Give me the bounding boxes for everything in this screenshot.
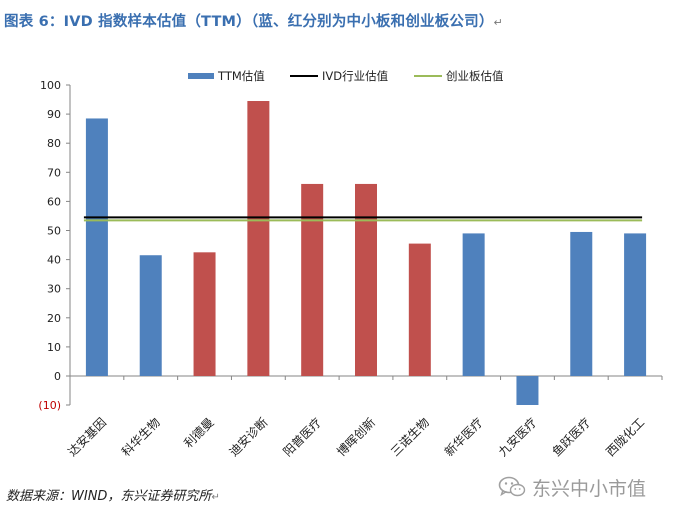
reference-lines xyxy=(83,216,643,222)
x-tick-label: 阳普医疗 xyxy=(280,415,324,459)
y-tick-label: 50 xyxy=(47,225,61,238)
y-tick-label: 100 xyxy=(40,79,61,92)
y-tick-label: 40 xyxy=(47,254,61,267)
x-tick-label: 鱼跃医疗 xyxy=(550,415,594,459)
chart: TTM估值 IVD行业估值 创业板估值 1009080706050403020100… xyxy=(38,69,663,460)
x-tick-label: 科华生物 xyxy=(119,415,163,459)
x-tick-label: 新华医疗 xyxy=(441,415,486,460)
bar-9 xyxy=(516,376,539,405)
bar-8 xyxy=(462,233,485,376)
y-tick-label: 20 xyxy=(47,312,61,325)
bar-3 xyxy=(193,252,216,376)
bar-1 xyxy=(85,118,108,376)
legend-label-ttm: TTM估值 xyxy=(217,69,265,83)
legend: TTM估值 IVD行业估值 创业板估值 xyxy=(188,69,504,83)
y-tick-label: (10) xyxy=(38,399,61,412)
y-tick-label: 30 xyxy=(47,283,61,296)
bar-5 xyxy=(301,183,324,376)
bar-11 xyxy=(624,233,647,376)
x-tick-label: 利德曼 xyxy=(181,415,217,451)
legend-label-ivd: IVD行业估值 xyxy=(322,69,389,83)
y-tick-label: 0 xyxy=(54,370,61,383)
x-axis xyxy=(69,375,663,380)
bar-6 xyxy=(355,183,377,376)
bar-7 xyxy=(408,243,431,376)
source-note: 数据来源：WIND，东兴证券研究所↵ xyxy=(6,489,220,504)
y-tick-label: 70 xyxy=(47,166,61,179)
wechat-icon xyxy=(498,476,526,497)
watermark-text: 东兴中小市值 xyxy=(532,477,647,500)
watermark: 东兴中小市值 xyxy=(498,472,646,502)
y-tick-label: 90 xyxy=(47,108,61,121)
x-tick-label: 达安基因 xyxy=(64,415,109,460)
y-tick-label: 10 xyxy=(47,341,61,354)
x-tick-label: 博晖创新 xyxy=(334,415,379,460)
x-tick-label: 西陇化工 xyxy=(603,415,648,460)
bar-4 xyxy=(247,101,270,376)
x-tick-labels: 达安基因 科华生物 利德曼 迪安诊断 阳普医疗 博晖创新 三诺生物 新华医疗 九安医疗 鱼跃医疗西… xyxy=(64,415,647,460)
bar-10 xyxy=(570,231,593,376)
legend-swatch-ttm xyxy=(188,73,214,79)
y-tick-label: 60 xyxy=(47,195,61,208)
x-tick-label: 三诺生物 xyxy=(388,415,432,459)
bar-2 xyxy=(139,255,162,376)
chart-title: 图表 6：IVD 指数样本估值（TTM）（蓝、红分别为中小板和创业板公司）↵ xyxy=(4,14,503,30)
x-tick-label: 九安医疗 xyxy=(495,415,540,460)
x-tick-label: 迪安诊断 xyxy=(226,415,271,460)
legend-label-chinext: 创业板估值 xyxy=(446,69,504,83)
bars xyxy=(85,101,647,405)
y-tick-label: 80 xyxy=(47,137,61,150)
